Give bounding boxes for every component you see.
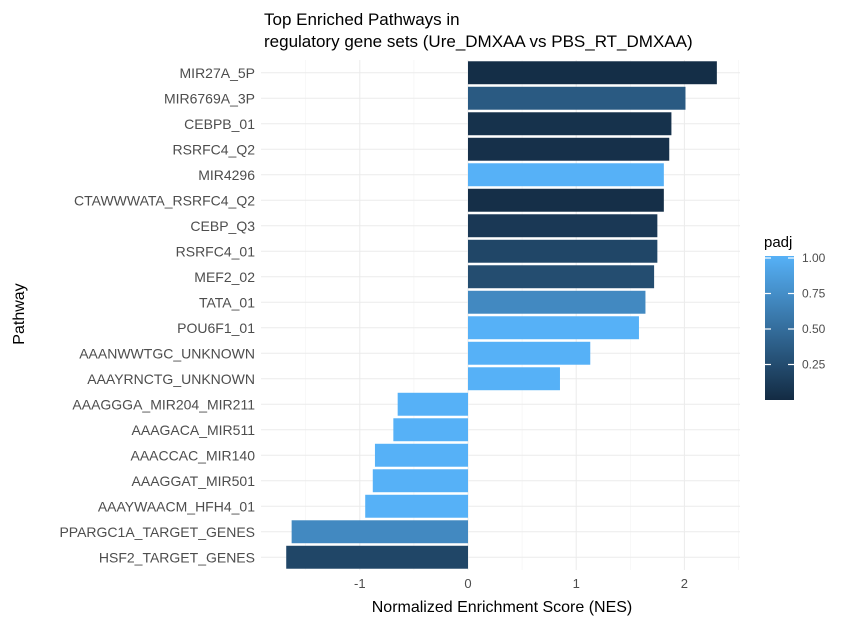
x-tick-label: 1 xyxy=(573,576,580,591)
y-tick-label: MIR27A_5P xyxy=(180,65,255,81)
bar-ctawwwata-rsrfc4-q2 xyxy=(468,188,664,212)
legend-tick-label: 0.25 xyxy=(802,358,826,372)
y-tick-label: RSRFC4_01 xyxy=(176,243,256,259)
y-tick-label: HSF2_TARGET_GENES xyxy=(99,549,255,565)
y-tick-labels: MIR27A_5P MIR6769A_3P CEBPB_01 RSRFC4_Q2 MIR… xyxy=(59,65,255,566)
y-tick-label: RSRFC4_Q2 xyxy=(173,141,256,157)
y-tick-label: AAANWWTGC_UNKNOWN xyxy=(79,345,255,361)
y-tick-label: AAAYWAACM_HFH4_01 xyxy=(98,498,255,514)
x-tick-labels: -1 0 1 2 xyxy=(354,576,688,591)
bar-pou6f1-01 xyxy=(468,316,639,340)
y-tick-label: CTAWWWATA_RSRFC4_Q2 xyxy=(74,192,255,208)
y-tick-label: TATA_01 xyxy=(199,294,255,310)
bars xyxy=(286,61,717,569)
y-tick-label: POU6F1_01 xyxy=(177,320,255,336)
legend-tick-label: 0.75 xyxy=(802,287,826,301)
bar-mef2-02 xyxy=(468,265,655,289)
x-tick-label: 2 xyxy=(681,576,688,591)
bar-cebpb-01 xyxy=(468,112,672,136)
y-tick-label: AAAGGGA_MIR204_MIR211 xyxy=(72,396,255,412)
y-tick-label: AAAGACA_MIR511 xyxy=(132,422,256,438)
y-tick-label: CEBPB_01 xyxy=(184,116,255,132)
legend-title: padj xyxy=(764,234,792,251)
y-tick-label: MIR4296 xyxy=(198,167,255,183)
bar-aaagaca-mir511 xyxy=(393,418,468,442)
bar-mir27a-5p xyxy=(468,61,717,85)
legend-tick-label: 1.00 xyxy=(802,251,826,265)
bar-rsrfc4-01 xyxy=(468,239,658,263)
x-tick-label: 0 xyxy=(464,576,471,591)
chart-title-line-2: regulatory gene sets (Ure_DMXAA vs PBS_R… xyxy=(264,32,693,51)
bar-aaaywaacm-hfh4-01 xyxy=(365,494,468,518)
y-tick-label: MIR6769A_3P xyxy=(164,90,255,106)
bar-aaayrnctg-unknown xyxy=(468,367,560,391)
legend: padj 1.00 0.75 0.50 0.25 xyxy=(764,234,826,400)
grid-lines xyxy=(261,60,740,570)
bar-aaaggat-mir501 xyxy=(372,469,468,493)
legend-ticks: 1.00 0.75 0.50 0.25 xyxy=(765,251,826,372)
bar-ppargc1a-target-genes xyxy=(291,520,468,544)
bar-cebp-q3 xyxy=(468,214,658,238)
bar-hsf2-target-genes xyxy=(286,545,468,569)
x-axis-title: Normalized Enrichment Score (NES) xyxy=(372,599,633,616)
bar-aaaccac-mir140 xyxy=(374,443,468,467)
y-tick-label: PPARGC1A_TARGET_GENES xyxy=(59,524,255,540)
y-tick-label: AAAYRNCTG_UNKNOWN xyxy=(87,371,255,387)
bar-mir6769a-3p xyxy=(468,86,686,110)
y-tick-label: CEBP_Q3 xyxy=(190,218,255,234)
bar-rsrfc4-q2 xyxy=(468,137,670,161)
y-tick-label: AAAGGAT_MIR501 xyxy=(132,473,256,489)
x-tick-label: -1 xyxy=(354,576,366,591)
legend-colorbar xyxy=(765,256,794,400)
legend-tick-label: 0.50 xyxy=(802,322,826,336)
bar-aaanwwtgc-unknown xyxy=(468,341,591,365)
y-tick-label: MEF2_02 xyxy=(194,269,255,285)
y-axis-title: Pathway xyxy=(11,283,28,344)
chart-title-line-1: Top Enriched Pathways in xyxy=(264,10,460,29)
bar-mir4296 xyxy=(468,163,664,187)
bar-aaaggga-mir204-mir211 xyxy=(397,392,468,416)
y-tick-label: AAACCAC_MIR140 xyxy=(131,447,256,463)
bar-tata-01 xyxy=(468,290,646,314)
